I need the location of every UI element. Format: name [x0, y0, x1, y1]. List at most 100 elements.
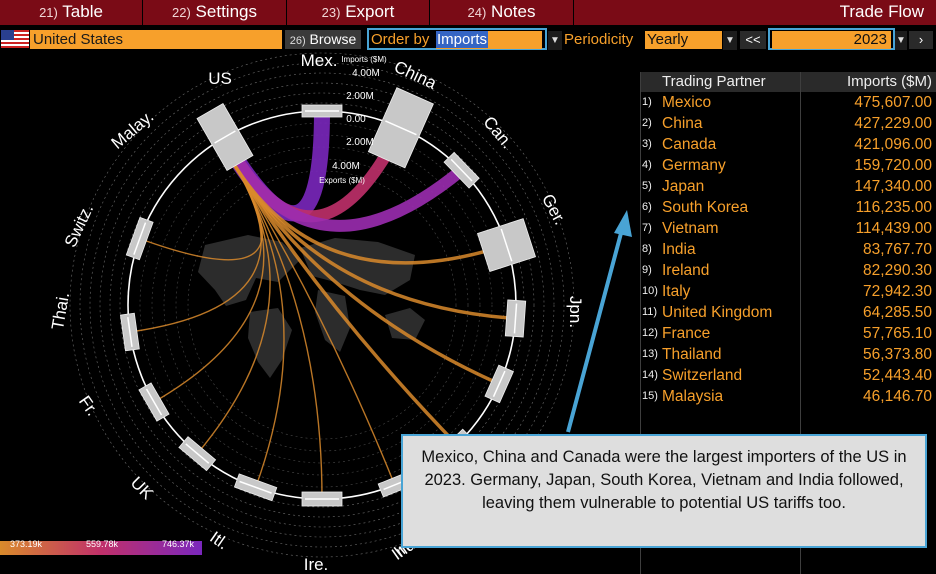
- legend-label-mid: 559.78k: [86, 539, 119, 549]
- row-partner: France: [662, 325, 711, 342]
- table-row[interactable]: 4) Germany 159,720.00: [640, 155, 936, 176]
- table-row[interactable]: 9) Ireland 82,290.30: [640, 260, 936, 281]
- table-row[interactable]: 2) China 427,229.00: [640, 113, 936, 134]
- partner-node[interactable]: [484, 364, 514, 404]
- table-row[interactable]: 10) Italy 72,942.30: [640, 281, 936, 302]
- row-partner: South Korea: [662, 199, 749, 216]
- row-partner: Italy: [662, 283, 691, 300]
- row-rank: 15): [642, 390, 658, 402]
- table-row[interactable]: 1) Mexico 475,607.00: [640, 92, 936, 113]
- table-row[interactable]: 6) South Korea 116,235.00: [640, 197, 936, 218]
- table-divider-left: [640, 72, 641, 574]
- row-partner: Mexico: [662, 94, 712, 111]
- row-rank: 10): [642, 285, 658, 297]
- scale-title-imports: Imports ($M): [341, 55, 387, 64]
- top-toolbar: 21) Table 22) Settings 23) Export 24) No…: [0, 0, 936, 25]
- row-imports: 46,146.70: [863, 388, 932, 405]
- row-rank: 13): [642, 348, 658, 360]
- periodicity-select[interactable]: Yearly: [645, 31, 722, 49]
- year-select[interactable]: 2023: [768, 28, 895, 50]
- column-header-imports[interactable]: Imports ($M): [846, 73, 932, 90]
- partner-label: Jpn.: [566, 296, 585, 328]
- annotation-callout: Mexico, China and Canada were the larges…: [401, 434, 927, 548]
- partner-label: Can.: [479, 113, 517, 153]
- order-by-select[interactable]: Order by Imports: [367, 28, 547, 50]
- partner-node[interactable]: [504, 299, 527, 338]
- partner-label: Thai.: [48, 291, 73, 332]
- table-row[interactable]: 14) Switzerland 52,443.40: [640, 365, 936, 386]
- previous-period-button[interactable]: <<: [740, 31, 766, 49]
- browse-button[interactable]: 26) Browse: [285, 30, 361, 49]
- flow-ribbons: [129, 110, 516, 500]
- periodicity-dropdown-icon[interactable]: ▼: [723, 31, 737, 50]
- row-rank: 14): [642, 369, 658, 381]
- partner-node[interactable]: [443, 151, 480, 189]
- flow-ribbon: [232, 162, 396, 486]
- flow-ribbon: [231, 162, 459, 446]
- row-partner: Malaysia: [662, 388, 724, 405]
- row-partner: Vietnam: [662, 220, 719, 237]
- app-title: Trade Flow: [839, 2, 924, 21]
- partner-label: Malay.: [108, 107, 158, 153]
- partner-node[interactable]: [476, 218, 537, 273]
- row-partner: United Kingdom: [662, 304, 773, 321]
- row-partner: China: [662, 115, 703, 132]
- row-imports: 52,443.40: [863, 367, 932, 384]
- row-partner: Germany: [662, 157, 726, 174]
- partner-node[interactable]: [125, 216, 154, 261]
- controls-row: United States 26) Browse Order by Import…: [0, 28, 936, 50]
- legend-label-high: 746.37k: [162, 539, 195, 549]
- partner-label: China: [391, 57, 440, 93]
- partner-node[interactable]: [120, 312, 140, 352]
- table-row[interactable]: 5) Japan 147,340.00: [640, 176, 936, 197]
- partner-node[interactable]: [233, 473, 278, 502]
- partner-label: Itl.: [206, 528, 232, 554]
- order-dropdown-icon[interactable]: ▼: [548, 31, 562, 50]
- row-rank: 12): [642, 327, 658, 339]
- row-imports: 72,942.30: [863, 283, 932, 300]
- partner-node[interactable]: [178, 436, 217, 472]
- table-header: Trading Partner Imports ($M): [640, 72, 936, 92]
- table-row[interactable]: 15) Malaysia 46,146.70: [640, 386, 936, 407]
- us-flag-icon: [1, 30, 29, 48]
- table-row[interactable]: 7) Vietnam 114,439.00: [640, 218, 936, 239]
- export-button[interactable]: 23) Export: [287, 0, 430, 25]
- row-rank: 11): [642, 306, 658, 318]
- year-dropdown-icon[interactable]: ▼: [895, 31, 907, 50]
- row-rank: 1): [642, 96, 652, 108]
- partner-node[interactable]: [301, 491, 343, 507]
- row-imports: 83,767.70: [863, 241, 932, 258]
- partner-node[interactable]: [138, 382, 170, 422]
- callout-arrow: [566, 221, 626, 433]
- row-partner: Thailand: [662, 346, 722, 363]
- partner-label: US: [208, 69, 232, 88]
- row-rank: 8): [642, 243, 652, 255]
- order-by-label: Order by: [371, 31, 430, 48]
- world-map-background: [198, 235, 425, 378]
- row-rank: 6): [642, 201, 652, 213]
- settings-button[interactable]: 22) Settings: [143, 0, 287, 25]
- table-row[interactable]: 3) Canada 421,096.00: [640, 134, 936, 155]
- partner-node[interactable]: [301, 104, 343, 118]
- row-partner: Ireland: [662, 262, 710, 279]
- column-header-partner[interactable]: Trading Partner: [662, 73, 766, 90]
- row-imports: 56,373.80: [863, 346, 932, 363]
- table-row[interactable]: 8) India 83,767.70: [640, 239, 936, 260]
- scale-axis: Imports ($M) 4.00M 2.00M 0.00 2.00M 4.00…: [319, 55, 387, 185]
- table-row[interactable]: 12) France 57,765.10: [640, 323, 936, 344]
- table-button[interactable]: 21) Table: [0, 0, 143, 25]
- country-field[interactable]: United States: [30, 30, 282, 49]
- scale-title-exports: Exports ($M): [319, 176, 365, 185]
- next-period-button[interactable]: ›: [909, 31, 933, 49]
- row-rank: 2): [642, 117, 652, 129]
- table-row[interactable]: 11) United Kingdom 64,285.50: [640, 302, 936, 323]
- partner-node[interactable]: [367, 87, 434, 169]
- trading-partner-table: Trading Partner Imports ($M) 1) Mexico 475…: [640, 72, 936, 574]
- partner-label: Switz.: [61, 201, 97, 250]
- notes-button[interactable]: 24) Notes: [430, 0, 574, 25]
- table-row[interactable]: 13) Thailand 56,373.80: [640, 344, 936, 365]
- row-imports: 82,290.30: [863, 262, 932, 279]
- scale-label-3: 2.00M: [346, 137, 374, 148]
- partner-label: UK: [127, 473, 158, 504]
- partner-node[interactable]: [196, 102, 254, 172]
